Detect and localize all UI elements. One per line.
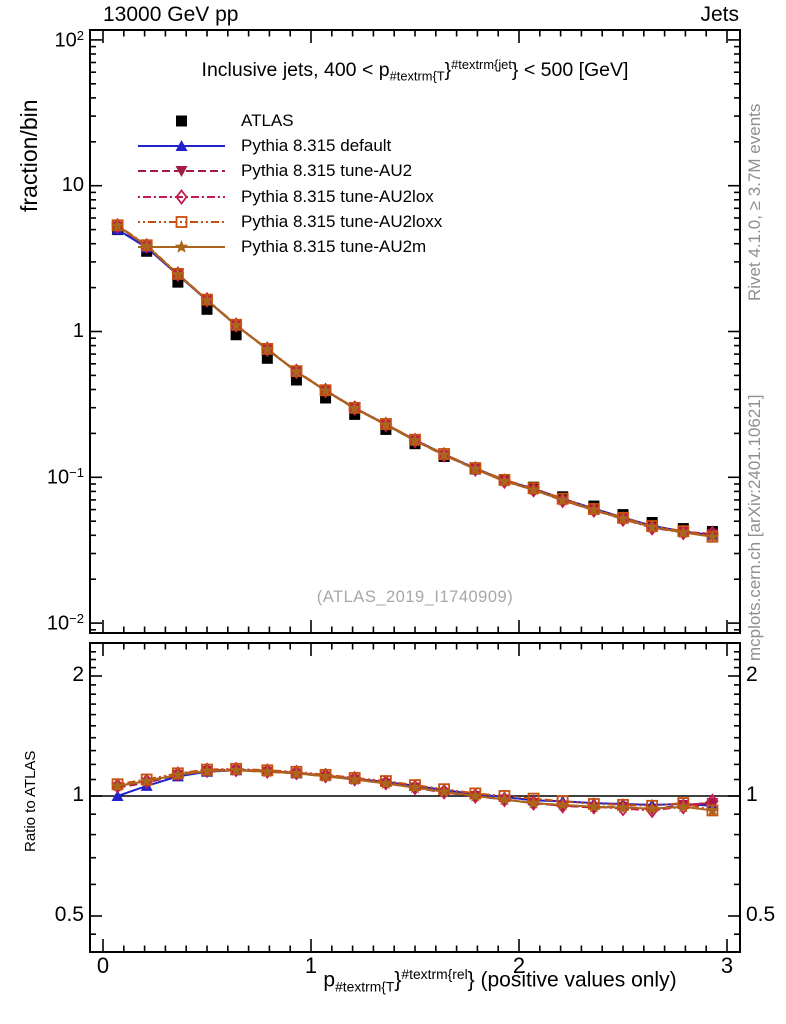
ratio-tick-label-left: 2 (72, 663, 84, 686)
legend-marker (138, 240, 225, 253)
y-tick-label: 10−2 (46, 611, 84, 635)
legend-item-pythia-8-315-tune-au2lox: Pythia 8.315 tune-AU2lox (130, 184, 442, 209)
legend-item-pythia-8-315-tune-au2loxx: Pythia 8.315 tune-AU2loxx (130, 209, 442, 234)
ratio-tick-label-left: 0.5 (54, 903, 84, 926)
legend: ATLAS Pythia 8.315 default Pythia 8.315 tu… (130, 108, 442, 260)
x-tick-label: 3 (720, 953, 734, 978)
legend-label: Pythia 8.315 tune-AU2 (241, 161, 413, 181)
plot-title: Inclusive jets, 400 < p#textrm{T}#textrm… (201, 57, 629, 84)
legend-label: Pythia 8.315 tune-AU2lox (241, 186, 434, 206)
legend-item-pythia-8-315-default: Pythia 8.315 default (130, 133, 442, 158)
legend-marker (138, 139, 225, 151)
x-tick-label: 2 (512, 953, 526, 978)
process-label: Jets (700, 3, 739, 26)
y-tick-label: 102 (54, 28, 84, 52)
beam-energy-label: 13000 GeV pp (103, 3, 239, 26)
ratio-tick-label-left: 1 (72, 783, 84, 806)
y-tick-label: 10 (61, 174, 84, 196)
legend-label: Pythia 8.315 tune-AU2m (241, 237, 427, 257)
legend-marker (176, 115, 187, 127)
y-tick-label: 10−1 (46, 465, 84, 489)
ratio-tick-label-right: 1 (746, 783, 758, 806)
legend-item-pythia-8-315-tune-au2m: Pythia 8.315 tune-AU2m (130, 234, 442, 259)
legend-marker (138, 166, 225, 178)
x-tick-label: 0 (96, 953, 110, 978)
legend-label: Pythia 8.315 tune-AU2loxx (241, 211, 443, 231)
ratio-tick-label-right: 2 (746, 663, 758, 686)
analysis-id-watermark: (ATLAS_2019_I1740909) (316, 588, 514, 606)
x-axis-title: p#textrm{T}#textrm{rel} (positive values… (323, 966, 677, 995)
legend-item-pythia-8-315-tune-au2: Pythia 8.315 tune-AU2 (130, 159, 442, 184)
legend-item-atlas: ATLAS (130, 108, 442, 133)
y-tick-label: 1 (72, 320, 84, 342)
series-markers (110, 217, 720, 819)
ratio-tick-label-right: 0.5 (746, 903, 776, 926)
x-tick-label: 1 (304, 953, 318, 978)
legend-marker (138, 215, 225, 228)
rivet-version-note: Rivet 4.1.0, ≥ 3.7M events (745, 103, 764, 301)
legend-label: Pythia 8.315 default (241, 135, 392, 155)
legend-label: ATLAS (241, 110, 294, 130)
mcplots-attribution-note: mcplots.cern.ch [arXiv:2401.10621] (745, 394, 764, 661)
legend-marker (138, 188, 225, 205)
